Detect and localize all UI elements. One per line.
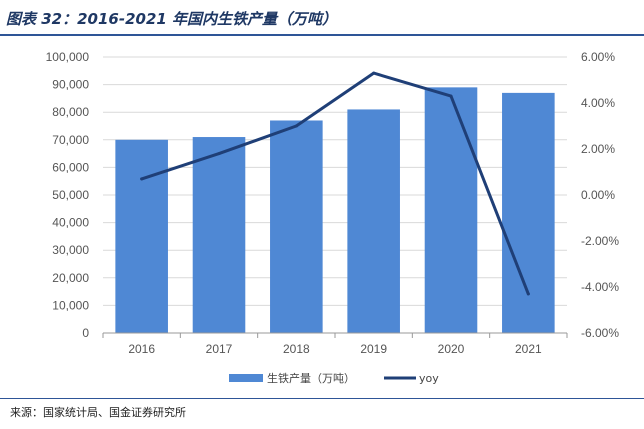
left-tick-label: 50,000 bbox=[52, 188, 89, 202]
yoy-line bbox=[140, 71, 530, 296]
x-tick-label: 2020 bbox=[438, 342, 465, 356]
right-tick-label: 0.00% bbox=[581, 188, 615, 202]
yoy-point bbox=[140, 177, 144, 181]
footer-divider bbox=[0, 398, 644, 399]
right-tick-label: 6.00% bbox=[581, 50, 615, 64]
left-tick-label: 0 bbox=[82, 326, 89, 340]
yoy-point bbox=[294, 124, 298, 128]
gridlines bbox=[103, 56, 567, 306]
left-tick-label: 60,000 bbox=[52, 160, 89, 174]
right-tick-label: -2.00% bbox=[581, 234, 619, 248]
x-tick-label: 2021 bbox=[515, 342, 542, 356]
chart-area: 0 10,000 20,000 30,000 40,000 50,000 60,000 70,… bbox=[46, 50, 620, 385]
bar bbox=[192, 137, 246, 333]
bar bbox=[115, 139, 168, 333]
bar bbox=[270, 120, 323, 333]
right-tick-label: 4.00% bbox=[581, 96, 615, 110]
title-divider bbox=[0, 34, 644, 36]
x-tick-label: 2016 bbox=[128, 342, 155, 356]
bar bbox=[502, 92, 555, 333]
left-tick-label: 70,000 bbox=[52, 133, 89, 147]
legend-label-output: 生铁产量（万吨） bbox=[267, 371, 355, 385]
bar bbox=[347, 109, 400, 333]
left-tick-label: 20,000 bbox=[52, 271, 89, 285]
left-tick-label: 90,000 bbox=[52, 78, 89, 92]
legend-label-yoy: yoy bbox=[419, 372, 439, 385]
x-tick-label: 2017 bbox=[206, 342, 233, 356]
yoy-point bbox=[449, 94, 453, 98]
left-tick-label: 100,000 bbox=[46, 50, 90, 64]
line-series bbox=[140, 71, 530, 296]
legend: 生铁产量（万吨） yoy bbox=[229, 371, 439, 385]
right-tick-label: -6.00% bbox=[581, 326, 619, 340]
bar bbox=[424, 87, 478, 333]
bar-series bbox=[115, 87, 555, 333]
yoy-point bbox=[217, 152, 221, 156]
source-note: 来源：国家统计局、国金证券研究所 bbox=[10, 406, 186, 419]
left-tick-label: 10,000 bbox=[52, 298, 89, 312]
yoy-point bbox=[372, 71, 376, 75]
chart-title: 图表 32：2016-2021 年国内生铁产量（万吨） bbox=[6, 10, 338, 28]
yoy-point bbox=[526, 292, 530, 296]
right-tick-label: -4.00% bbox=[581, 280, 619, 294]
right-tick-label: 2.00% bbox=[581, 142, 615, 156]
x-tick-label: 2019 bbox=[360, 342, 387, 356]
left-tick-label: 40,000 bbox=[52, 216, 89, 230]
left-tick-label: 80,000 bbox=[52, 105, 89, 119]
legend-swatch-bar bbox=[229, 374, 263, 382]
x-tick-label: 2018 bbox=[283, 342, 310, 356]
left-tick-label: 30,000 bbox=[52, 243, 89, 257]
axes: 0 10,000 20,000 30,000 40,000 50,000 60,000 70,… bbox=[46, 50, 620, 356]
